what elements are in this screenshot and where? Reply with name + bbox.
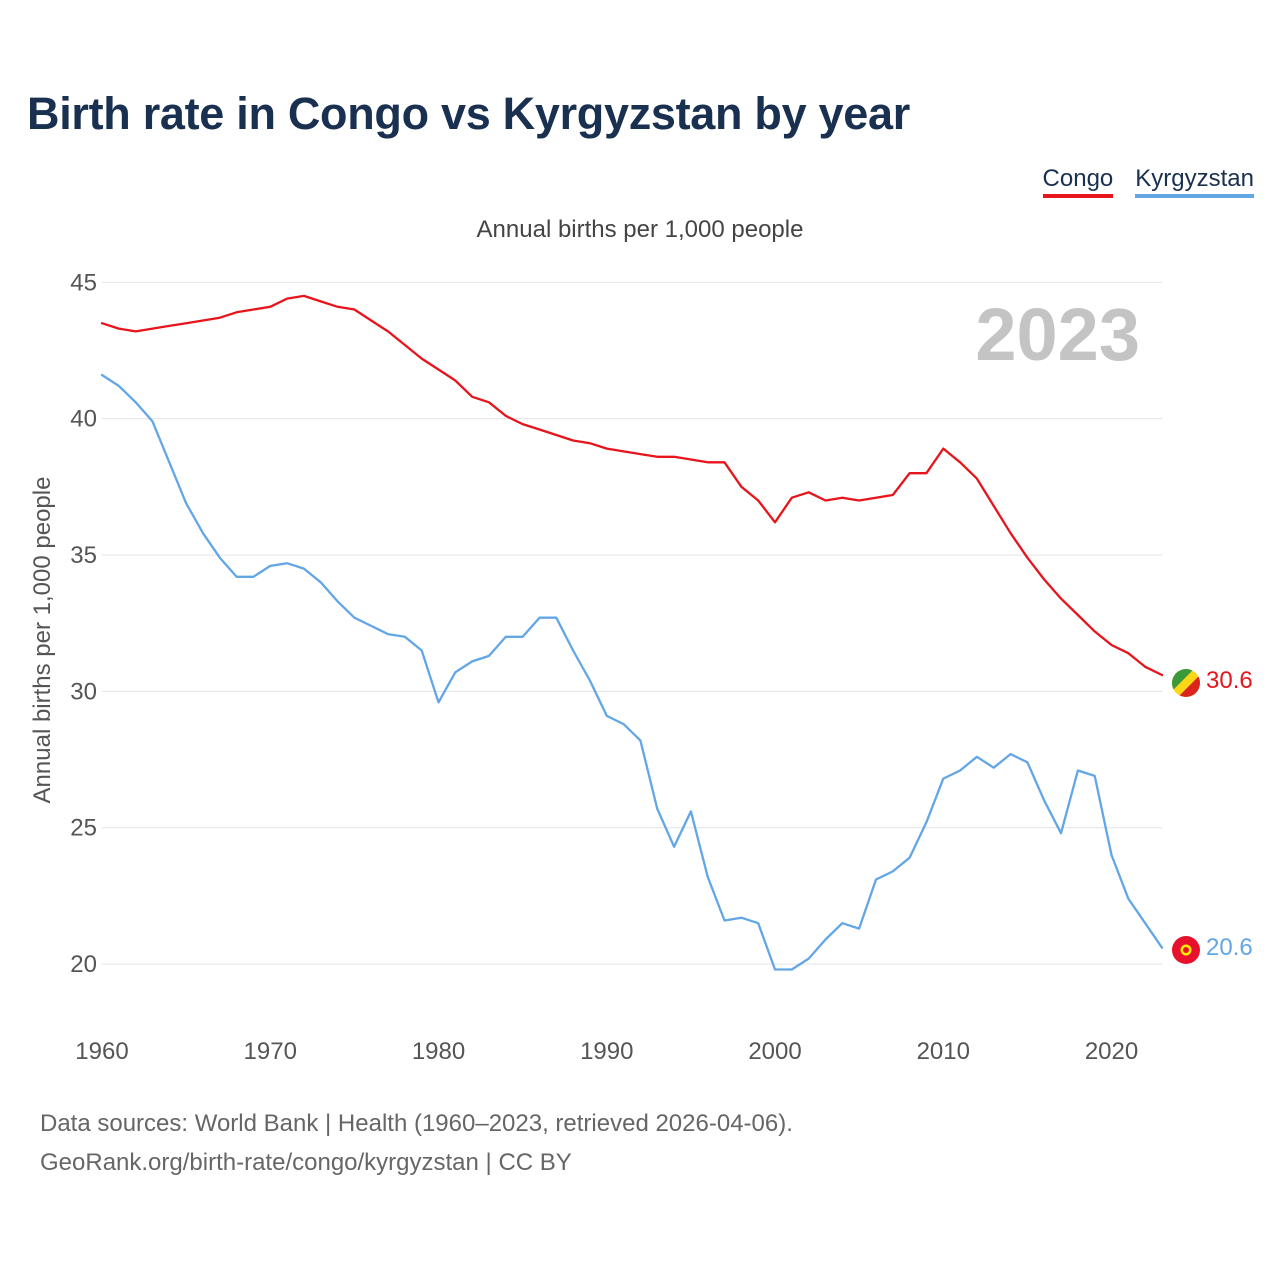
- source-note: Data sources: World Bank | Health (1960–…: [40, 1110, 793, 1137]
- x-tick-label: 1980: [412, 1038, 465, 1065]
- x-tick-label: 1970: [244, 1038, 297, 1065]
- legend: Congo Kyrgyzstan: [1042, 166, 1254, 199]
- source-link[interactable]: GeoRank.org/birth-rate/congo/kyrgyzstan …: [40, 1149, 572, 1176]
- x-tick-label: 1960: [75, 1038, 128, 1065]
- series-line-congo[interactable]: [100, 294, 1164, 677]
- y-axis-label: Annual births per 1,000 people: [29, 477, 56, 804]
- congo-end-value: 30.6: [1206, 667, 1253, 694]
- kyrgyzstan-flag-icon: [1172, 936, 1200, 964]
- chart-subtitle: Annual births per 1,000 people: [476, 216, 804, 243]
- y-axis-ticks: 20 25 30 35 40 45: [70, 269, 97, 978]
- y-tick-label: 20: [70, 951, 97, 978]
- x-tick-label: 1990: [580, 1038, 633, 1065]
- x-axis-ticks: 1960 1970 1980 1990 2000 2010 2020: [75, 1038, 1138, 1065]
- congo-flag-icon: [1172, 669, 1200, 697]
- y-tick-label: 35: [70, 542, 97, 569]
- y-tick-label: 30: [70, 678, 97, 705]
- year-watermark: 2023: [975, 293, 1140, 376]
- x-tick-label: 2000: [748, 1038, 801, 1065]
- grid-lines: [102, 281, 1162, 965]
- x-tick-label: 2010: [917, 1038, 970, 1065]
- y-tick-label: 40: [70, 406, 97, 433]
- x-tick-label: 2020: [1085, 1038, 1138, 1065]
- y-tick-label: 45: [70, 269, 97, 296]
- kyrgyzstan-end-value: 20.6: [1206, 934, 1253, 961]
- legend-congo[interactable]: Congo: [1042, 166, 1114, 199]
- series-line-kyrgyzstan[interactable]: [100, 373, 1164, 971]
- y-tick-label: 25: [70, 815, 97, 842]
- chart-title: Birth rate in Congo vs Kyrgyzstan by yea…: [27, 88, 910, 139]
- legend-kyrgyzstan[interactable]: Kyrgyzstan: [1135, 166, 1254, 199]
- series-lines: [100, 294, 1164, 971]
- footer: Data sources: World Bank | Health (1960–…: [40, 1104, 793, 1182]
